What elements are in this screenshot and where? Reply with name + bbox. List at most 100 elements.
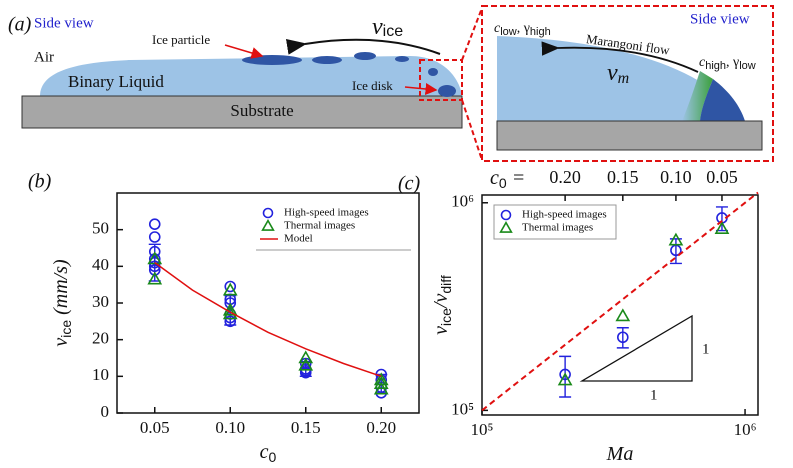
side-view-label: Side view	[34, 15, 94, 31]
legend-label: High-speed images	[284, 207, 369, 219]
data-point	[557, 372, 573, 386]
legend-marker	[262, 207, 274, 219]
legend-marker	[261, 218, 275, 231]
data-point	[615, 308, 631, 322]
right-state: chigh, γlow	[699, 55, 756, 72]
inset-velocity: vm	[607, 60, 629, 87]
data-point	[224, 280, 237, 293]
error-bar	[616, 327, 629, 349]
ice-particle	[242, 55, 302, 65]
ice-disk-shape	[438, 85, 456, 97]
zoom-line	[461, 7, 483, 61]
flow-arrow	[285, 38, 441, 55]
plot-frame	[481, 194, 759, 416]
plot-frame	[116, 192, 420, 414]
x-tick-label: 0.05	[140, 418, 170, 437]
x-label: c0	[260, 441, 277, 465]
label-part: =	[507, 167, 526, 189]
ice-particle	[395, 56, 409, 62]
pointer-arrow	[224, 44, 264, 59]
label-part: c	[490, 167, 499, 189]
data-point	[617, 331, 629, 344]
data-point	[148, 231, 161, 243]
x-tick-label: 10⁶	[734, 420, 757, 439]
y-tick-label: 0	[101, 402, 110, 421]
inset-substrate	[496, 120, 763, 151]
slope-triangle	[579, 314, 693, 382]
legend-label: Model	[284, 233, 313, 245]
y-tick-label: 10	[92, 365, 109, 384]
x-tick-label: 10⁵	[471, 420, 494, 439]
data-point	[373, 376, 389, 389]
y-tick-label: 40	[92, 255, 109, 274]
x2-tick-label: 0.20	[549, 167, 581, 187]
velocity-label: vice	[372, 14, 403, 41]
x-tick-label: 0.20	[366, 418, 396, 437]
liquid-shape	[40, 56, 462, 96]
substrate-label: Substrate	[230, 101, 293, 120]
data-point	[148, 264, 161, 276]
left-state: clow, γhigh	[494, 21, 551, 38]
ice-particle	[354, 52, 376, 60]
label-part: ice	[58, 320, 74, 338]
y-tick-label: 10⁵	[451, 399, 474, 418]
label-part: v	[430, 326, 452, 335]
label-part: (mm/s)	[50, 259, 72, 320]
x-tick-label: 0.15	[291, 418, 321, 437]
error-bar	[669, 238, 682, 265]
data-point	[298, 350, 314, 364]
label-part: diff	[438, 275, 454, 294]
y-tick-label: 50	[92, 219, 109, 238]
ice-zone	[700, 79, 745, 121]
label-part: 0	[269, 449, 277, 465]
label-part: /v	[430, 293, 452, 309]
air-label: Air	[34, 49, 54, 65]
x2-tick-label: 0.10	[660, 167, 692, 187]
zoom-line	[461, 99, 483, 161]
flow-arrow	[541, 41, 699, 73]
label-part: v	[50, 338, 72, 347]
data-point	[224, 315, 237, 328]
label-part: c	[260, 441, 269, 463]
data-point	[668, 232, 684, 246]
label-part: ice	[438, 308, 454, 326]
zoom-box	[419, 59, 463, 101]
liquid-label: Binary Liquid	[68, 72, 164, 91]
legend-label: Thermal images	[522, 222, 593, 234]
data-point	[147, 271, 163, 285]
x-tick-label: 0.10	[215, 418, 245, 437]
slope-label: 1	[702, 341, 710, 357]
x2-tick-label: 0.15	[607, 167, 639, 187]
data-point	[148, 245, 161, 258]
data-point	[714, 221, 730, 235]
inset-box	[481, 5, 774, 162]
legend-box	[493, 204, 617, 240]
pointer-arrow	[404, 83, 438, 95]
slope-label: 1	[650, 387, 658, 403]
gradient-zone	[682, 71, 713, 121]
ice-particle	[428, 68, 438, 76]
x2-tick-label: 0.05	[706, 167, 738, 187]
error-bar	[559, 355, 572, 398]
x2-label: c0 =	[490, 167, 525, 191]
ice-particle	[312, 56, 342, 64]
legend-marker	[499, 220, 513, 233]
data-point	[299, 366, 312, 379]
x-label: Ma	[606, 443, 634, 465]
panel-label: (a)	[8, 14, 32, 36]
legend-marker	[500, 209, 512, 221]
data-point	[559, 368, 571, 381]
legend-label: Thermal images	[284, 220, 355, 232]
ice-disk-label: Ice disk	[352, 78, 393, 93]
data-line	[481, 191, 759, 412]
y-label: vice/vdiff	[430, 275, 454, 335]
y-label: vice (mm/s)	[50, 259, 74, 347]
y-tick-label: 20	[92, 329, 109, 348]
substrate-shape	[21, 95, 463, 129]
inset-side-view: Side view	[690, 11, 750, 27]
data-line	[154, 262, 382, 378]
data-point	[148, 218, 161, 230]
panel-label: (b)	[28, 171, 52, 193]
inset-liquid	[497, 36, 745, 121]
